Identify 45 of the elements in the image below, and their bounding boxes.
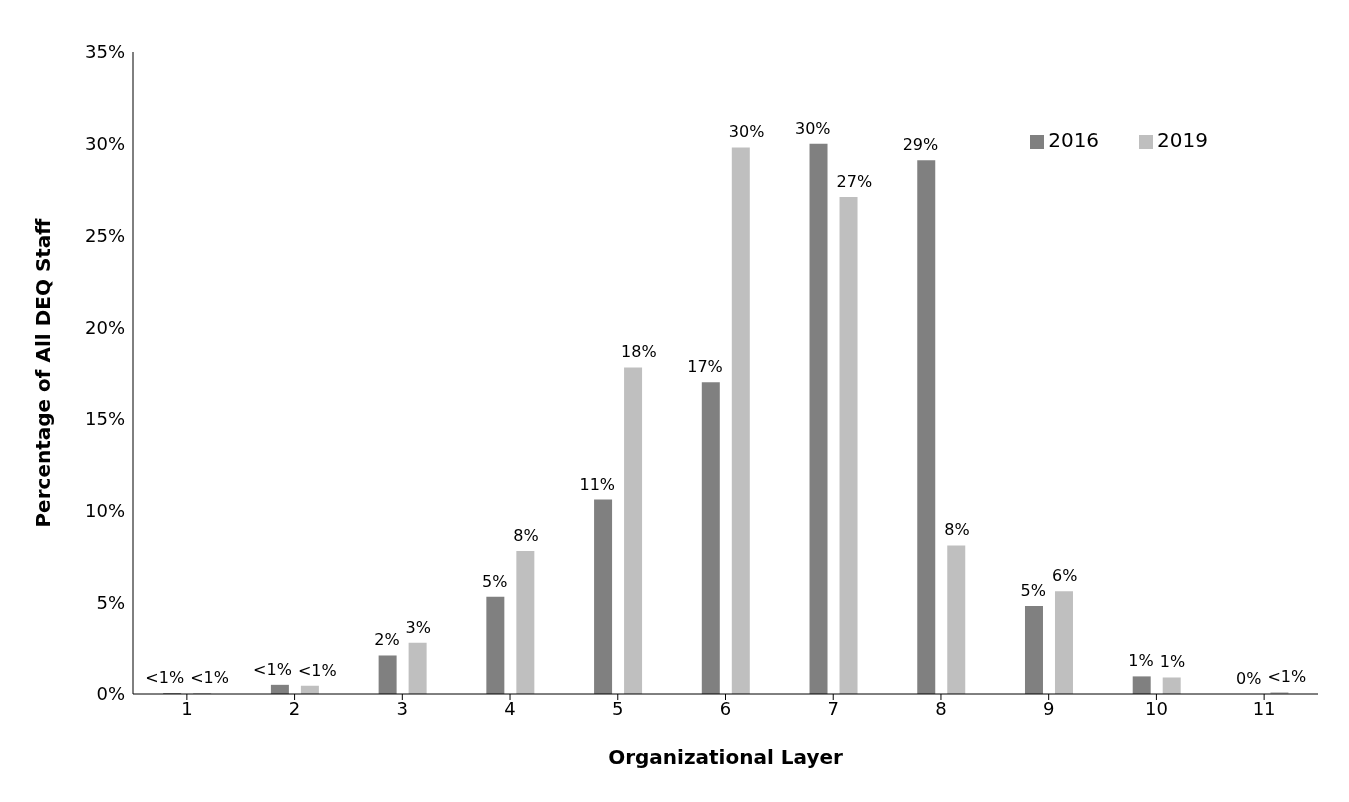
x-tick-label: 1 xyxy=(181,697,193,719)
x-axis-title: Organizational Layer xyxy=(608,745,843,769)
y-tick-label: 30% xyxy=(84,133,125,155)
y-tick-label: 5% xyxy=(96,591,125,613)
data-label: <1% xyxy=(1267,667,1307,687)
x-tick-label: 8 xyxy=(935,697,947,719)
x-tick-label: 5 xyxy=(612,697,624,719)
y-tick-label: 35% xyxy=(84,41,125,63)
data-label: 2% xyxy=(374,630,400,650)
data-label: 3% xyxy=(405,617,432,637)
x-tick-label: 9 xyxy=(1042,697,1055,719)
y-tick-label: 0% xyxy=(96,683,125,705)
data-label: <1% xyxy=(253,659,292,679)
data-label: <1% xyxy=(145,668,185,688)
x-tick-label: 10 xyxy=(1144,697,1168,719)
y-tick-label: 20% xyxy=(84,316,125,338)
data-label: 1% xyxy=(1128,651,1154,671)
data-label: 1% xyxy=(1159,652,1186,672)
data-label: 30% xyxy=(728,122,765,142)
data-label: 17% xyxy=(687,357,723,377)
x-tick-label: 2 xyxy=(288,697,301,719)
x-tick-label: 6 xyxy=(719,697,732,719)
x-tick-label: 3 xyxy=(396,697,409,719)
data-label: 18% xyxy=(621,342,657,362)
x-tick-label: 11 xyxy=(1252,697,1276,719)
data-label: <1% xyxy=(297,660,337,680)
data-label: 8% xyxy=(513,525,539,545)
data-label: 0% xyxy=(1236,668,1262,688)
data-label: 27% xyxy=(836,171,873,191)
data-label: 5% xyxy=(1020,580,1046,600)
legend-label: 2016 xyxy=(1048,128,1100,152)
y-axis-title: Percentage of All DEQ Staff xyxy=(31,217,56,528)
data-label: 29% xyxy=(902,135,939,155)
x-tick-label: 4 xyxy=(504,697,516,719)
data-label: 5% xyxy=(481,571,508,591)
data-label: 8% xyxy=(944,520,970,540)
data-label: <1% xyxy=(190,668,229,688)
data-label: 30% xyxy=(794,118,831,138)
legend-label: 2019 xyxy=(1157,128,1208,152)
y-tick-label: 15% xyxy=(84,408,125,430)
x-tick-label: 7 xyxy=(827,697,839,719)
y-tick-label: 25% xyxy=(84,224,125,246)
y-tick-label: 10% xyxy=(84,499,125,521)
data-label: 6% xyxy=(1051,566,1078,586)
data-label: 11% xyxy=(579,474,616,494)
